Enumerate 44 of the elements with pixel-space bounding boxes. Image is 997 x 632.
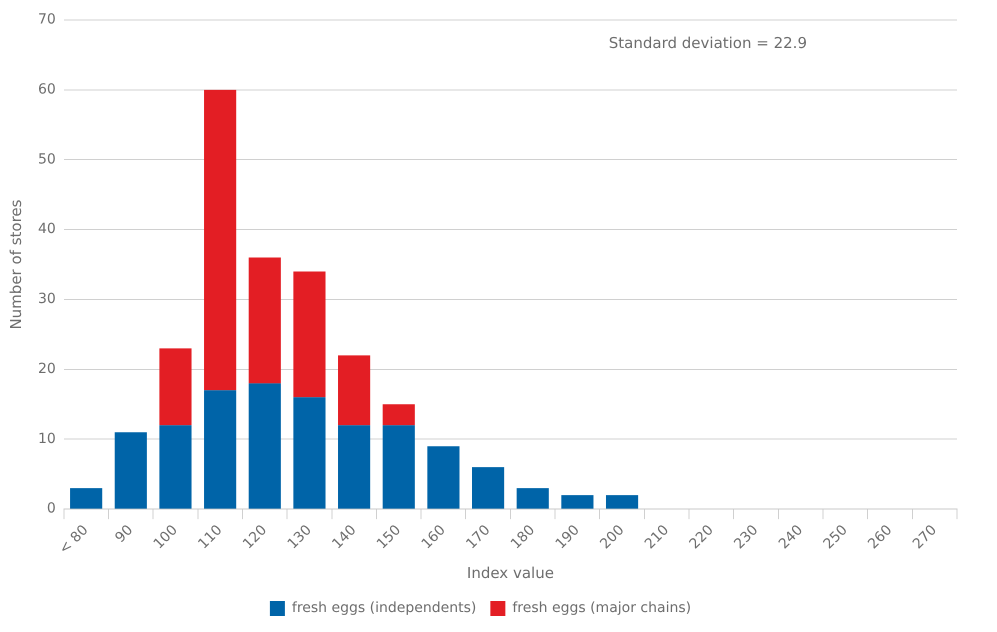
bar — [561, 495, 594, 509]
bar — [606, 495, 638, 509]
bar — [204, 90, 236, 390]
bar — [70, 488, 102, 509]
y-axis-title: Number of stores — [6, 199, 25, 330]
bar — [382, 404, 415, 426]
annotation: Standard deviation = 22.9 — [608, 34, 807, 52]
x-tick-label: 160 — [418, 522, 449, 552]
y-tick-label: 60 — [38, 82, 56, 98]
x-tick-label: 130 — [284, 522, 315, 552]
bar — [159, 425, 192, 509]
y-tick-label: 70 — [38, 12, 56, 28]
y-tick-label: 20 — [38, 360, 56, 377]
x-tick-label: 100 — [150, 522, 181, 552]
y-tick-label: 0 — [46, 500, 56, 517]
x-tick-label: 120 — [240, 522, 270, 552]
bar — [159, 348, 192, 426]
bar — [382, 425, 415, 509]
y-tick-label: 50 — [38, 151, 56, 168]
bar — [293, 272, 326, 398]
bar — [427, 446, 460, 509]
bar — [338, 355, 370, 426]
legend-label: fresh eggs (independents) — [292, 600, 476, 616]
bar — [516, 488, 549, 509]
x-tick-label: 190 — [552, 522, 583, 552]
x-tick-label: 150 — [374, 522, 404, 552]
bar — [114, 432, 147, 509]
y-tick-label: 10 — [38, 430, 56, 447]
bar — [248, 258, 281, 384]
x-tick-label: 110 — [195, 522, 226, 552]
legend-label: fresh eggs (major chains) — [512, 600, 692, 616]
bar — [338, 425, 370, 509]
x-tick-label: 140 — [329, 522, 360, 552]
bar — [472, 467, 504, 509]
y-tick-label: 40 — [38, 221, 56, 238]
x-tick-label: < 80 — [56, 522, 92, 558]
y-tick-label: 30 — [38, 291, 56, 308]
bar — [248, 383, 281, 509]
x-tick-label: 170 — [463, 522, 494, 552]
bar — [204, 390, 236, 509]
x-tick-label: 90 — [112, 522, 136, 546]
bar — [293, 397, 326, 509]
x-axis-title: Index value — [466, 564, 554, 582]
x-tick-label: 180 — [508, 522, 538, 552]
